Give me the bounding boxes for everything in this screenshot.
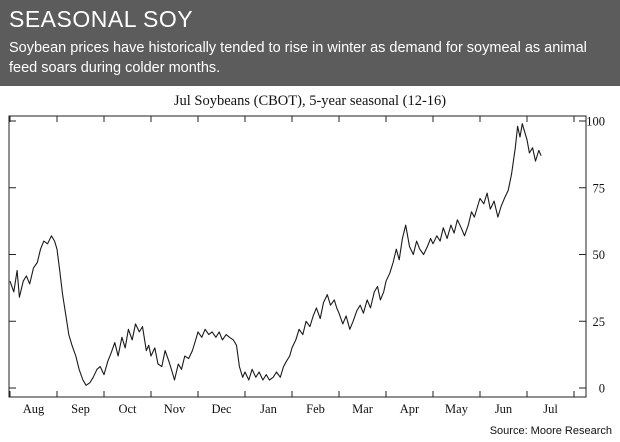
source-note: Source: Moore Research [489,425,612,437]
y-tick-label: 100 [586,115,605,129]
page-subtitle: Soybean prices have historically tended … [9,40,587,76]
x-tick-label: Nov [164,402,186,416]
x-tick-label: Apr [400,402,420,416]
x-tick-label: Jul [543,402,558,416]
x-tick-label: Feb [306,402,325,416]
plot-frame [8,115,587,398]
y-tick-label: 50 [593,248,606,262]
x-tick-label: Jun [495,402,513,416]
series-line [9,123,542,386]
y-tick-label: 25 [593,315,606,329]
x-tick-label: May [445,402,469,416]
x-tick-label: Dec [211,402,232,416]
page-title: SEASONAL SOY [9,6,194,32]
x-tick-label: Mar [352,402,374,416]
x-axis: Aug Sep Oct Nov Dec Jan Feb Mar Apr May Jun Jul [9,116,575,416]
x-tick-label: Jan [260,402,277,416]
x-tick-label: Oct [118,402,137,416]
y-tick-label: 75 [593,181,606,195]
header-banner: SEASONAL SOY Soybean prices have histori… [0,0,620,86]
chart-title: Jul Soybeans (CBOT), 5-year seasonal (12… [173,93,447,109]
y-axis: 0 25 50 75 100 [9,115,605,396]
x-tick-label: Sep [71,402,90,416]
x-tick-label: Aug [23,402,45,416]
y-tick-label: 0 [599,382,605,396]
